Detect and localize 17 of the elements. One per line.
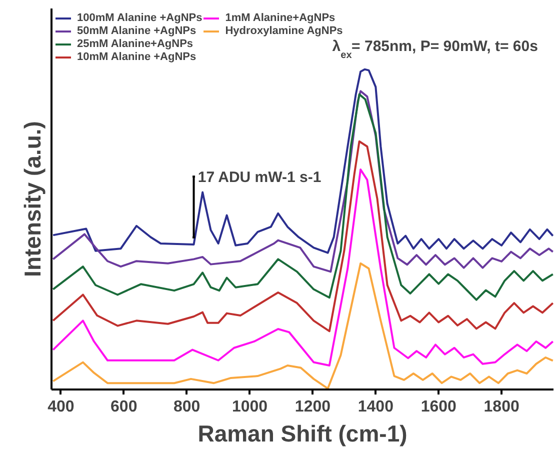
annotation: 17 ADU mW-1 s-1 [198,169,322,186]
x-tick-label: 400 [48,398,74,416]
x-tick-label: 1200 [294,398,331,416]
y-axis-title: Intensity (a.u.) [20,121,46,277]
x-tick-label: 1000 [232,398,268,416]
legend-label: 50mM Alanine +AgNPs [77,25,196,37]
x-tick-label: 1800 [484,398,520,416]
legend-label: Hydroxylamine AgNPs [225,25,343,37]
x-tick-label: 800 [173,398,200,416]
x-axis-title: Raman Shift (cm-1) [198,420,408,446]
legend-label: 10mM Alanine +AgNPs [77,51,196,63]
x-tick-label: 1400 [358,398,394,416]
legend-label: 100mM Alanine +AgNPs [77,12,202,24]
x-tick-label: 600 [110,398,138,416]
legend-label: 1mM Alanine+AgNPs [225,12,336,24]
legend-label: 25mM Alanine+AgNPs [77,38,194,50]
x-tick-label: 1600 [420,398,457,416]
